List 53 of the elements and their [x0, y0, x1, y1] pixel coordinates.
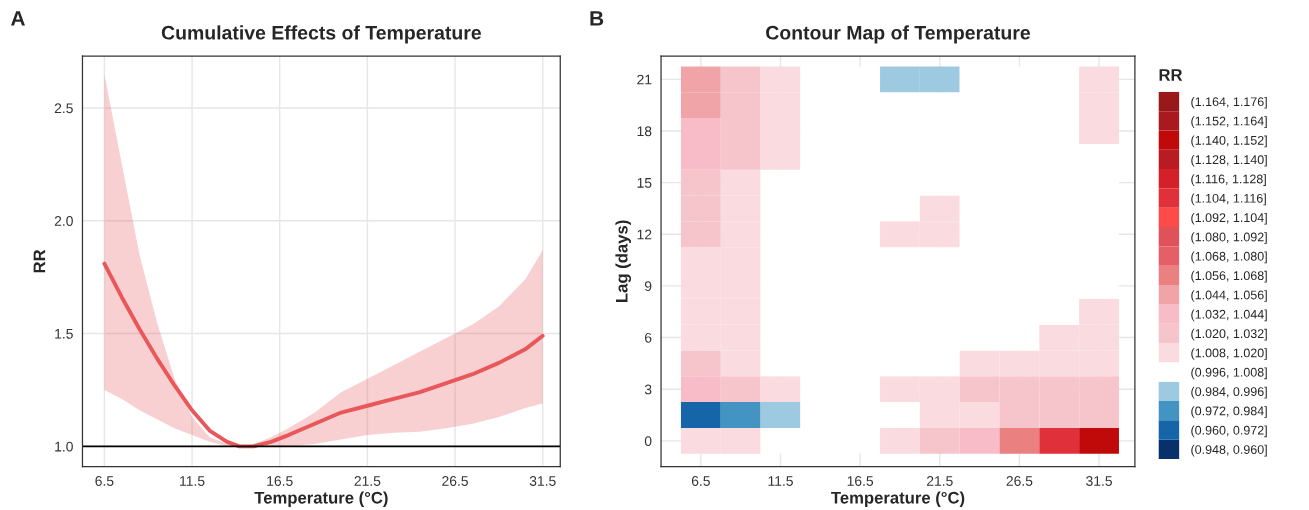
x-tick-label: 11.5 — [768, 476, 793, 486]
color-bar-label: (1.044, 1.056] — [1191, 290, 1267, 302]
text: A — [10, 11, 25, 26]
color-bar-label: (1.140, 1.152] — [1191, 135, 1267, 148]
y-tick-label: 15 — [637, 178, 652, 188]
y-tick-label: 2.0 — [54, 216, 73, 226]
x-tick-label: 21.5 — [354, 476, 381, 486]
color-bar-label: (1.068, 1.080] — [1191, 251, 1267, 264]
text: B — [590, 11, 604, 26]
x-tick-label: 11.5 — [180, 476, 205, 486]
color-bar-title: RR — [1159, 69, 1183, 81]
y-tick-label: 3 — [644, 384, 652, 395]
x-tick-label: 26.5 — [1006, 476, 1033, 486]
y-tick-label: 1.0 — [55, 441, 73, 452]
color-bar-label: (0.960, 0.972] — [1191, 425, 1267, 438]
y-axis-title: RR — [33, 249, 46, 273]
y-tick-label: 1.5 — [55, 329, 73, 339]
color-bar-label: (1.008, 1.020] — [1191, 348, 1267, 360]
y-tick-label: 6 — [645, 332, 652, 343]
x-tick-label: 31.5 — [529, 476, 556, 486]
color-bar-label: (0.996, 1.008] — [1191, 367, 1267, 380]
line-series — [102, 261, 545, 449]
y-tick-label: 9 — [644, 281, 652, 292]
x-tick-label: 6.5 — [691, 476, 710, 486]
y-tick-label: 0 — [644, 436, 652, 446]
y-tick-label: 2.5 — [54, 103, 73, 114]
color-bar-label: (1.080, 1.092] — [1191, 232, 1267, 244]
x-tick-label: 31.5 — [1086, 476, 1112, 486]
x-tick-label: 26.5 — [442, 476, 468, 486]
color-bar-label: (0.984, 0.996] — [1191, 386, 1267, 399]
y-tick-label: 18 — [637, 126, 652, 137]
chart-title: Contour Map of Temperature — [766, 25, 1031, 44]
color-bar-label: (1.116, 1.128] — [1191, 174, 1266, 186]
color-bar-label: (1.020, 1.032] — [1191, 328, 1267, 341]
chart-title: Cumulative Effects of Temperature — [161, 25, 481, 44]
y-tick-label: 21 — [637, 74, 652, 85]
color-bar-label: (1.128, 1.140] — [1191, 154, 1267, 167]
color-bar-label: (1.104, 1.116] — [1191, 193, 1266, 206]
color-bar-label: (1.056, 1.068] — [1191, 270, 1267, 283]
x-tick-label: 6.5 — [95, 476, 114, 486]
color-bar-label: (1.092, 1.104] — [1191, 212, 1267, 225]
x-axis-title: Temperature (°C) — [831, 491, 965, 507]
x-tick-label: 16.5 — [847, 476, 874, 486]
color-bar-label: (0.948, 0.960] — [1191, 444, 1267, 457]
color-bar-label: (1.164, 1.176] — [1191, 96, 1267, 109]
x-tick-label: 16.5 — [267, 476, 293, 486]
color-bar-label: (1.032, 1.044] — [1191, 309, 1267, 322]
x-tick-label: 21.5 — [926, 476, 953, 486]
y-axis-title: Lag (days) — [615, 220, 632, 302]
color-bar-label: (0.972, 0.984] — [1191, 406, 1267, 418]
x-axis-title: Temperature (°C) — [254, 491, 388, 507]
y-tick-label: 12 — [637, 229, 652, 240]
color-bar-label: (1.152, 1.164] — [1191, 116, 1267, 128]
